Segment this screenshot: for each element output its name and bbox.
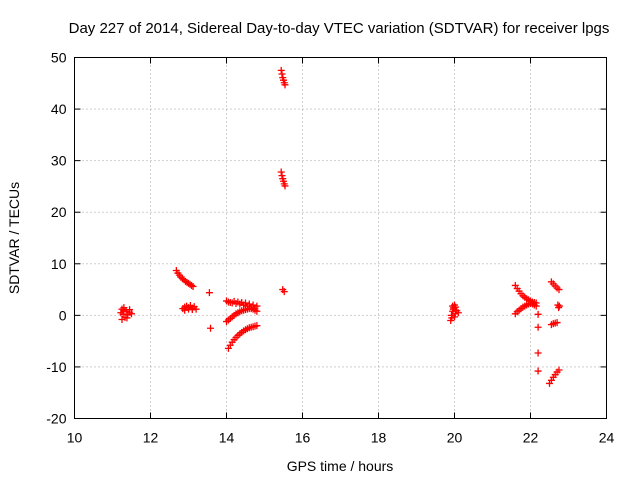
data-point	[277, 66, 285, 74]
data-point	[120, 304, 128, 312]
series-arc-21.6-lower	[511, 299, 540, 318]
series-arc-12.7	[172, 266, 197, 290]
series-arc-20	[447, 301, 462, 325]
x-tick-label: 10	[67, 430, 83, 446]
data-point	[122, 307, 130, 315]
data-point	[451, 310, 459, 318]
series-isolated-22.2	[534, 310, 542, 375]
data-point	[188, 281, 196, 289]
y-tick-label: 0	[59, 307, 67, 323]
x-axis-label: GPS time / hours	[287, 458, 394, 474]
series-arc-22.6-upper	[547, 278, 563, 294]
series-arc-14-mid	[223, 305, 261, 326]
data-point	[207, 324, 215, 332]
series-arc-13.0	[179, 302, 200, 314]
plot-frame	[74, 57, 607, 419]
chart-title: Day 227 of 2014, Sidereal Day-to-day VTE…	[69, 20, 610, 37]
data-point	[553, 319, 561, 327]
y-tick-label: -20	[46, 411, 66, 427]
y-tick-label: -10	[46, 359, 66, 375]
data-point	[278, 70, 286, 78]
y-tick-label: 40	[51, 101, 67, 117]
data-point	[278, 172, 286, 180]
data-point	[534, 349, 542, 357]
data-points-layer	[117, 66, 563, 387]
data-point	[532, 302, 540, 310]
y-axis-label: SDTVAR / TECUs	[6, 182, 22, 294]
grid-layer	[74, 57, 607, 419]
series-arc-22.6-mid	[547, 301, 563, 329]
x-tick-label: 22	[523, 430, 539, 446]
series-isolated-15.5	[279, 286, 288, 296]
y-tick-label: 30	[51, 153, 67, 169]
data-point	[451, 313, 458, 321]
data-point	[280, 288, 288, 296]
series-arc-21.6-upper	[511, 281, 540, 307]
series-arc-15.4-high	[277, 66, 289, 89]
data-point	[205, 289, 213, 297]
data-point	[555, 302, 563, 310]
data-point	[126, 306, 134, 314]
data-point	[253, 307, 261, 315]
data-point	[534, 310, 542, 318]
data-point	[449, 302, 457, 310]
series-arc-22.6-lower	[546, 366, 563, 387]
data-point	[534, 323, 542, 331]
x-tick-label: 20	[447, 430, 463, 446]
data-point	[449, 305, 457, 313]
data-point	[188, 306, 196, 314]
x-tick-label: 18	[371, 430, 387, 446]
series-arc-14-lower	[224, 322, 261, 352]
y-tick-label: 10	[51, 256, 67, 272]
y-tick-label: 50	[51, 50, 67, 66]
x-tick-label: 24	[599, 430, 615, 446]
data-point	[277, 168, 285, 176]
series-arc-11.3	[117, 304, 135, 323]
data-point	[555, 304, 563, 312]
data-point	[555, 366, 563, 374]
ticks-layer: 10 12 14 16 18 20 22 24 -20 -10 0 10 20 30 40 50	[46, 50, 614, 446]
x-tick-label: 12	[143, 430, 159, 446]
data-point	[281, 81, 289, 89]
x-tick-label: 14	[219, 430, 235, 446]
data-point	[189, 282, 197, 290]
data-point	[118, 315, 126, 323]
data-point	[181, 306, 189, 314]
series-isolated-13.5	[205, 289, 215, 332]
series-arc-15.4-mid	[277, 168, 289, 190]
data-point	[555, 286, 563, 294]
data-point	[123, 314, 131, 322]
data-point	[128, 310, 135, 318]
data-point	[281, 182, 289, 190]
data-point	[534, 367, 542, 375]
y-tick-label: 20	[51, 204, 67, 220]
data-point	[454, 309, 462, 317]
data-point	[253, 322, 261, 330]
x-tick-label: 16	[295, 430, 311, 446]
